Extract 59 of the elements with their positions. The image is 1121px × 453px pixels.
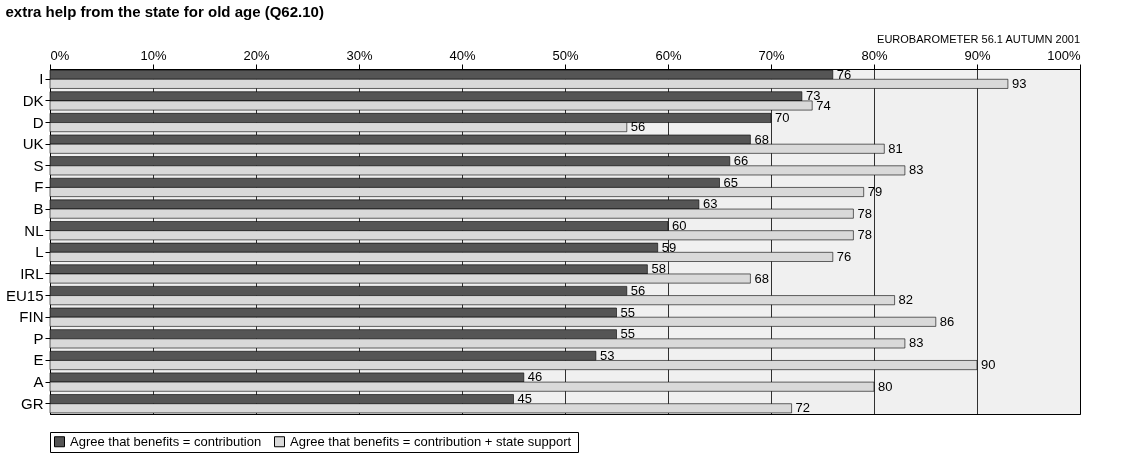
x-tick-label: 80% xyxy=(861,47,888,63)
y-tick-label: IRL xyxy=(20,264,44,282)
y-tick-label: I xyxy=(39,70,44,88)
data-label: 55 xyxy=(620,326,635,342)
data-label: 68 xyxy=(754,131,769,147)
data-label: 55 xyxy=(620,304,635,320)
data-label: 78 xyxy=(857,205,872,221)
y-tick-label: GR xyxy=(21,394,44,412)
data-label: 86 xyxy=(939,313,955,329)
legend-label: Agree that benefits = contribution + state support xyxy=(290,433,572,449)
data-label: 53 xyxy=(599,347,615,363)
data-label: 76 xyxy=(836,66,852,82)
y-tick-label: A xyxy=(33,373,44,391)
data-label: 90 xyxy=(981,357,996,373)
y-tick-label: DK xyxy=(22,91,44,109)
y-tick-label: E xyxy=(33,351,44,369)
x-tick-label: 100% xyxy=(1047,47,1081,63)
data-label: 56 xyxy=(630,119,646,135)
x-tick-label: 0% xyxy=(50,47,70,63)
data-label: 60 xyxy=(672,218,687,234)
y-tick-label: FIN xyxy=(19,308,44,326)
data-label: 80 xyxy=(878,378,893,394)
data-label: 83 xyxy=(908,335,924,351)
x-tick-label: 60% xyxy=(655,47,682,63)
y-tick-label: L xyxy=(35,243,44,261)
y-tick-label: D xyxy=(32,113,44,131)
legend-label: Agree that benefits = contribution xyxy=(70,433,262,449)
data-label: 63 xyxy=(702,196,718,212)
x-tick-label: 20% xyxy=(243,47,270,63)
data-label: 70 xyxy=(775,109,790,125)
x-tick-label: 70% xyxy=(758,47,785,63)
data-label: 68 xyxy=(754,270,769,286)
y-tick-label: NL xyxy=(24,221,44,239)
data-label: 46 xyxy=(527,369,543,385)
data-label: 66 xyxy=(733,153,749,169)
y-tick-label: UK xyxy=(22,135,44,153)
y-tick-label: F xyxy=(34,178,44,196)
x-tick-label: 40% xyxy=(449,47,476,63)
x-tick-label: 30% xyxy=(346,47,373,63)
data-label: 76 xyxy=(836,248,852,264)
y-tick-label: P xyxy=(33,329,44,347)
chart-title: extra help from the state for old age (Q62.10) xyxy=(5,3,324,20)
y-tick-label: S xyxy=(33,156,44,174)
data-label: 78 xyxy=(857,227,872,243)
data-label: 81 xyxy=(888,140,903,156)
data-label: 45 xyxy=(517,391,532,407)
x-tick-label: 50% xyxy=(552,47,579,63)
data-label: 56 xyxy=(630,282,646,298)
data-label: 83 xyxy=(908,162,924,178)
data-label: 82 xyxy=(898,292,914,308)
x-tick-label: 10% xyxy=(140,47,167,63)
x-tick-label: 90% xyxy=(964,47,991,63)
data-label: 72 xyxy=(795,400,811,416)
y-tick-label: B xyxy=(33,200,44,218)
text: EUROBAROMETER 56.1 AUTUMN 2001 xyxy=(877,33,1080,45)
data-label: 58 xyxy=(651,261,666,277)
data-label: 93 xyxy=(1011,75,1027,91)
data-label: 65 xyxy=(723,174,738,190)
y-tick-label: EU15 xyxy=(5,286,44,304)
